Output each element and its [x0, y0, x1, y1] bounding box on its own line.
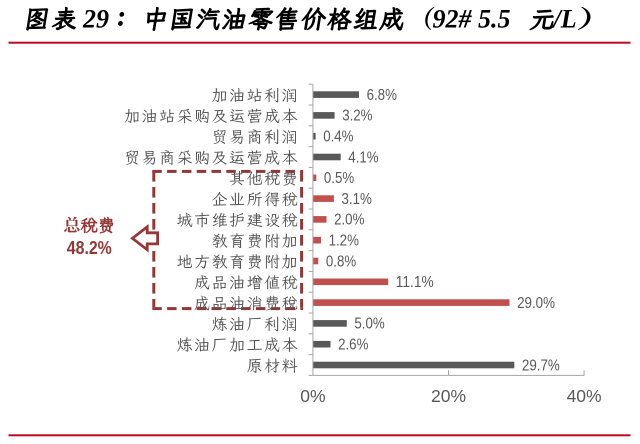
svg-text:0.5%: 0.5% [324, 170, 354, 187]
svg-text:2.6%: 2.6% [338, 337, 368, 354]
svg-text:29.0%: 29.0% [517, 295, 555, 312]
svg-text:/L: /L [552, 5, 577, 34]
svg-text:0.8%: 0.8% [326, 253, 356, 270]
svg-text:20%: 20% [431, 386, 466, 406]
svg-text:4.1%: 4.1% [348, 149, 378, 166]
svg-text:0%: 0% [300, 386, 325, 406]
svg-text:1.2%: 1.2% [329, 233, 359, 250]
svg-text:2.0%: 2.0% [334, 212, 364, 229]
svg-text:48.2%: 48.2% [67, 237, 112, 258]
svg-text:0.4%: 0.4% [323, 129, 353, 146]
svg-text:3.1%: 3.1% [342, 191, 372, 208]
svg-text:11.1%: 11.1% [396, 274, 434, 291]
svg-text:92# 5.5: 92# 5.5 [433, 5, 511, 34]
svg-text:29.7%: 29.7% [522, 357, 560, 374]
svg-text:29: 29 [82, 5, 109, 34]
svg-text:40%: 40% [567, 386, 602, 406]
svg-text:6.8%: 6.8% [367, 87, 397, 104]
svg-text:3.2%: 3.2% [342, 108, 372, 125]
svg-text:5.0%: 5.0% [354, 316, 384, 333]
